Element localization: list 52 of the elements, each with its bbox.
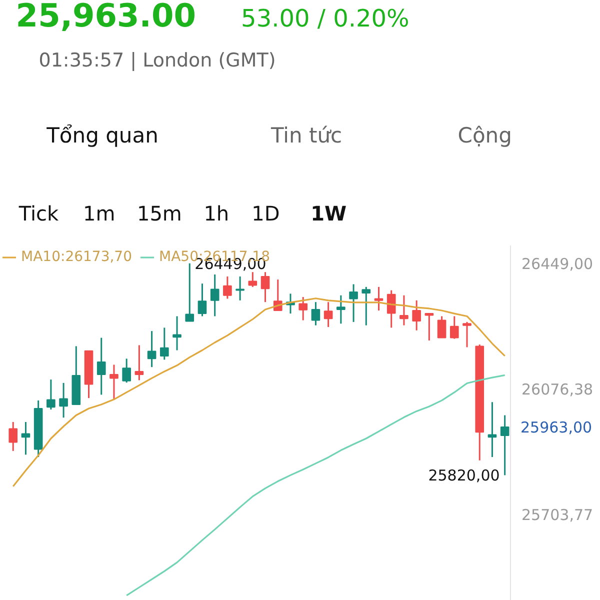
y-tick-label: 25703,77 [522,506,594,524]
candlestick [324,301,333,328]
candlestick [122,358,131,384]
line-series [126,374,506,596]
text: 1D [252,202,280,226]
candlestick [500,414,510,476]
candlestick [462,321,472,348]
candlestick [248,271,258,288]
candlestick [160,326,169,360]
candlestick [349,283,358,323]
candlestick [198,282,207,317]
y-tick-label: 26449,00 [522,254,594,273]
candlestick [374,286,384,312]
candlestick [110,364,118,401]
candlestick [96,337,106,396]
text: 1W [310,202,347,226]
candlestick [437,315,446,339]
text: 15m [136,202,182,226]
text: Tick [18,202,60,226]
candlestick [21,421,30,456]
candlestick [147,330,156,368]
text: 25963,00 [520,418,592,437]
text: 01:35:57 | London (GMT) [38,50,276,72]
candlestick [59,382,68,418]
candlestick [172,315,182,351]
chart-subtitle: 53.00 / 0.20% [241,4,410,32]
chart-title: 25,963.00 [16,0,196,34]
candlestick [210,274,220,317]
text: Tin tức [270,124,342,148]
candlestick [223,276,232,300]
legend-label: MA10:26173,70 [21,249,132,265]
candlestick [311,301,320,326]
candlestick [8,421,18,452]
candlestick [336,294,346,324]
text: Cộng [458,124,512,148]
candlestick [298,296,308,322]
candlestick [134,344,144,381]
text: Tổng quan [46,124,158,148]
candlestick [185,262,194,322]
annotation: 25820,00 [428,466,500,485]
candlestick [424,312,434,342]
candlestick [236,276,244,302]
candlestick [260,271,270,303]
candlestick [450,315,459,340]
text: 1h [204,202,230,226]
candlestick [386,290,396,328]
candlestick [412,300,421,332]
y-tick-label: 26076,38 [522,380,594,398]
candlestick [46,378,56,410]
candlestick [400,294,408,326]
text: 1m [82,202,116,226]
candlestick [362,286,371,326]
